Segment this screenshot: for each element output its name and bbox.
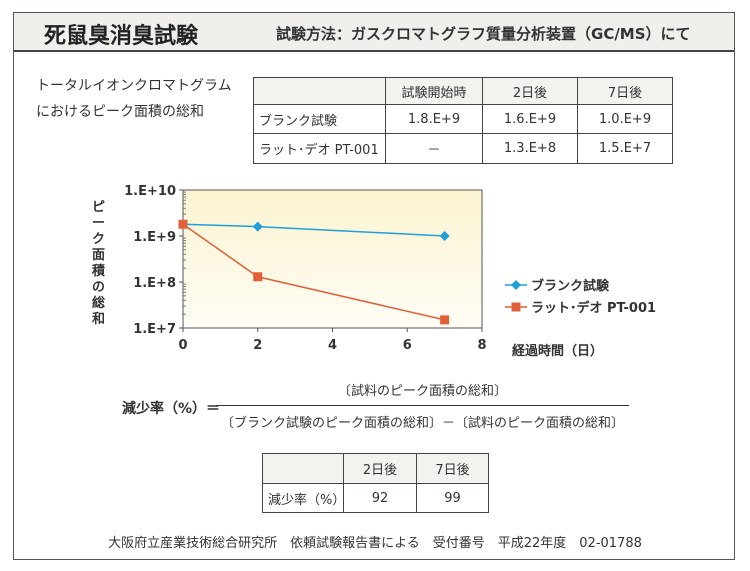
x-axis-label: 経過時間（日） bbox=[512, 344, 604, 359]
x-tick-label: 0 bbox=[178, 338, 187, 353]
data-point-square bbox=[253, 272, 263, 282]
formula-denominator: 〔ブランク試験のピーク面積の総和〕－〔試料のピーク面積の総和〕 bbox=[220, 416, 624, 431]
plot-area bbox=[182, 189, 483, 329]
y-tick-label: 1.E+9 bbox=[133, 230, 176, 245]
y-tick-label: 1.E+8 bbox=[133, 276, 176, 291]
row-label: 減少率（%） bbox=[262, 483, 345, 513]
data-point-diamond bbox=[252, 221, 263, 232]
peak-table: 試験開始時 2日後 7日後 ブランク試験 1.8.E+9 1.6.E+9 1.0… bbox=[253, 77, 673, 164]
header-cell: 7日後 bbox=[577, 77, 673, 105]
cell: － bbox=[385, 133, 483, 164]
table-header-row: 試験開始時 2日後 7日後 bbox=[253, 77, 673, 105]
legend-label: ラット･デオ PT-001 bbox=[531, 300, 656, 316]
header-cell: 2日後 bbox=[343, 453, 417, 484]
formula-numerator: 〔試料のピーク面積の総和〕 bbox=[337, 384, 507, 399]
reduction-table: 2日後 7日後 減少率（%） 92 99 bbox=[262, 453, 489, 513]
y-tick-label: 1.E+7 bbox=[133, 322, 176, 337]
table-row: 減少率（%） 92 99 bbox=[262, 483, 489, 513]
legend-marker-square bbox=[511, 302, 521, 312]
page-title: 死鼠臭消臭試験 bbox=[44, 24, 199, 49]
header-cell: 2日後 bbox=[482, 77, 578, 105]
header: 死鼠臭消臭試験 試験方法：ガスクロマトグラフ質量分析装置（GC/MS）にて bbox=[14, 13, 734, 52]
row-label: ラット･デオ PT-001 bbox=[253, 133, 386, 164]
header-cell: 7日後 bbox=[416, 453, 489, 484]
caption-line: におけるピーク面積の総和 bbox=[36, 104, 204, 120]
formula-lhs: 減少率（%）＝ bbox=[122, 401, 221, 417]
cell: 92 bbox=[343, 483, 417, 513]
header-cell bbox=[262, 453, 344, 484]
legend-marker-diamond bbox=[511, 280, 521, 290]
cell: 1.5.E+7 bbox=[577, 133, 673, 164]
frame bbox=[13, 12, 735, 560]
table-caption: トータルイオンクロマトグラム におけるピーク面積の総和 bbox=[36, 73, 232, 125]
data-point-diamond bbox=[439, 231, 450, 241]
y-axis-label: ピーク面積の総和 bbox=[92, 200, 106, 327]
legend-label: ブランク試験 bbox=[531, 278, 610, 294]
fraction-line bbox=[216, 405, 629, 406]
cell: 99 bbox=[416, 483, 489, 513]
table-header-row: 2日後 7日後 bbox=[262, 453, 489, 484]
footer-source: 大阪府立産業技術総合研究所 依頼試験報告書による 受付番号 平成22年度 02-… bbox=[108, 536, 642, 551]
x-tick-label: 8 bbox=[477, 338, 486, 353]
method-text: 試験方法：ガスクロマトグラフ質量分析装置（GC/MS）にて bbox=[276, 25, 691, 43]
x-tick-label: 2 bbox=[253, 338, 262, 353]
x-tick-label: 6 bbox=[403, 338, 412, 353]
header-cell: 試験開始時 bbox=[385, 77, 483, 105]
y-tick-label: 1.E+10 bbox=[124, 184, 176, 199]
caption-line: トータルイオンクロマトグラム bbox=[36, 78, 232, 94]
table-row: ラット･デオ PT-001 － 1.3.E+8 1.5.E+7 bbox=[253, 133, 673, 164]
data-point-square bbox=[440, 315, 450, 325]
x-tick-label: 4 bbox=[328, 338, 337, 353]
cell: 1.0.E+9 bbox=[577, 104, 673, 134]
data-point-square bbox=[178, 219, 188, 229]
